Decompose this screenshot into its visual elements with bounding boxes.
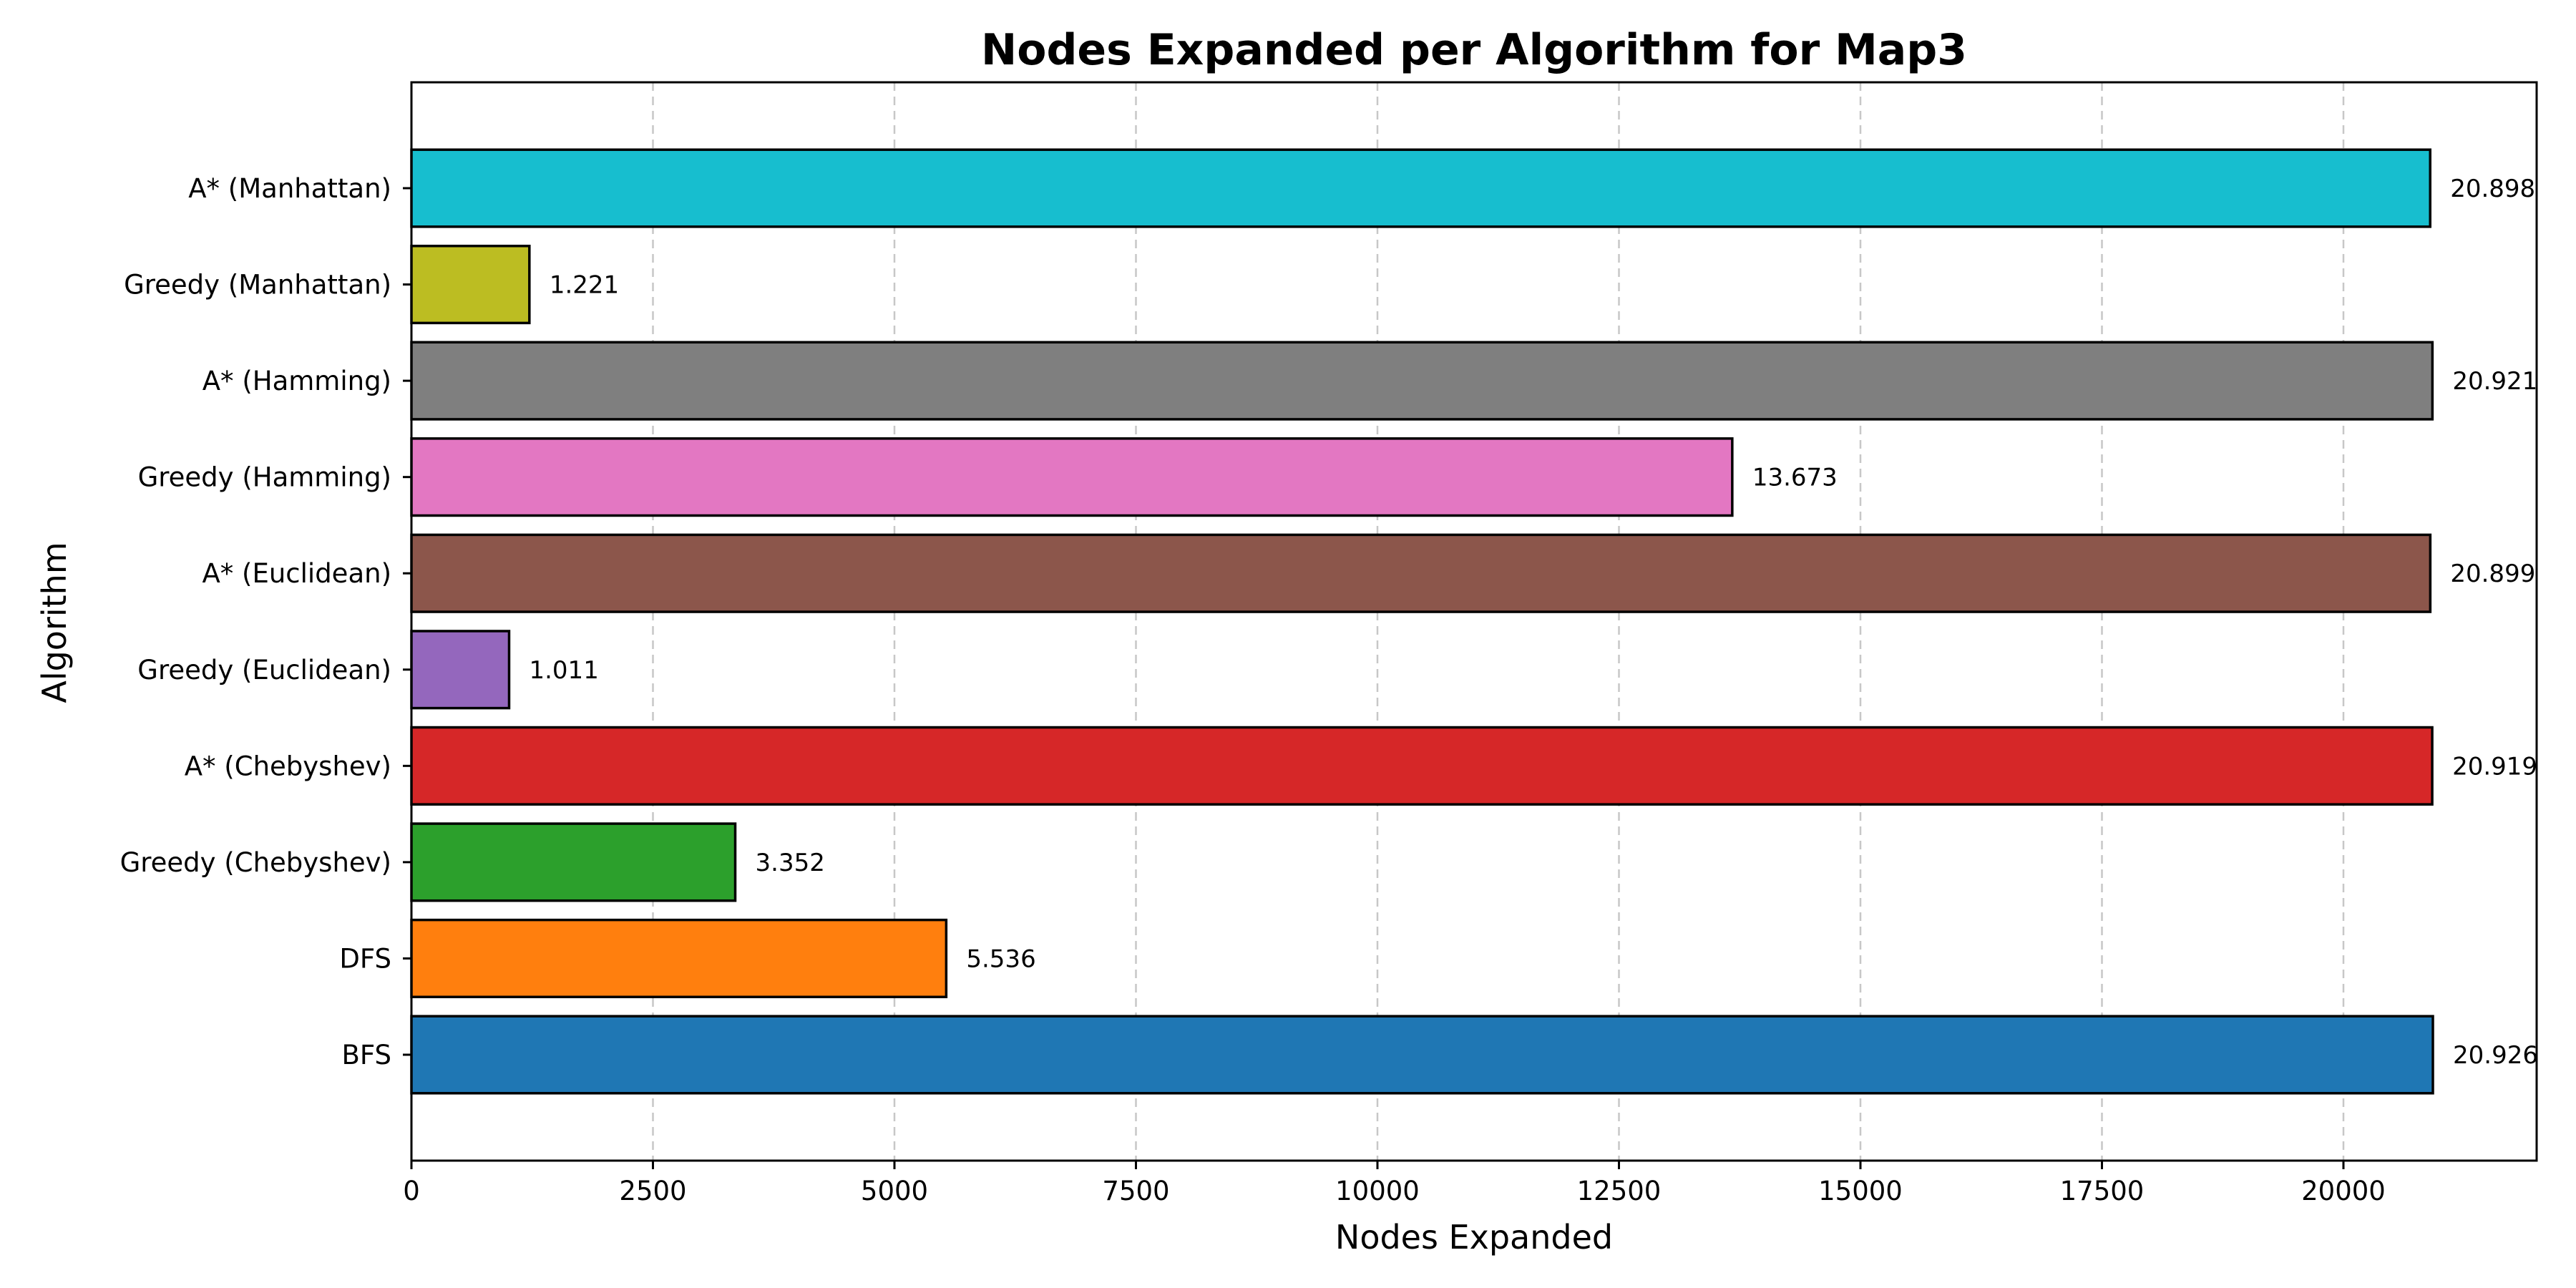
x-tick-label: 10000 bbox=[1335, 1176, 1420, 1206]
y-tick-label: Greedy (Euclidean) bbox=[137, 655, 391, 686]
data-label: 13.673 bbox=[1752, 464, 1838, 492]
y-tick-label: A* (Hamming) bbox=[203, 366, 391, 396]
y-tick-label: Greedy (Hamming) bbox=[138, 462, 391, 493]
y-tick-label: A* (Euclidean) bbox=[202, 558, 391, 589]
x-tick-label: 12500 bbox=[1577, 1176, 1662, 1206]
chart-title: Nodes Expanded per Algorithm for Map3 bbox=[981, 25, 1967, 75]
bar bbox=[410, 244, 531, 325]
bar bbox=[410, 148, 2431, 228]
bar bbox=[410, 726, 2434, 806]
data-label: 20.919 bbox=[2452, 752, 2537, 781]
y-axis-label: Algorithm bbox=[35, 542, 74, 703]
x-axis-ticks: 0 2500 5000 7500 10000 12500 15000 17500 20000 bbox=[403, 1161, 2386, 1206]
bar bbox=[410, 918, 948, 999]
grid-lines bbox=[410, 82, 2345, 1161]
bars bbox=[410, 148, 2434, 1095]
bar bbox=[410, 437, 1734, 517]
data-label: 1.221 bbox=[550, 271, 619, 300]
y-tick-label: A* (Manhattan) bbox=[188, 173, 391, 204]
x-tick-label: 7500 bbox=[1102, 1176, 1169, 1206]
x-tick-label: 17500 bbox=[2060, 1176, 2145, 1206]
data-label: 5.536 bbox=[966, 945, 1035, 973]
bar bbox=[410, 630, 511, 710]
y-tick-label: Greedy (Chebyshev) bbox=[120, 847, 391, 878]
data-label: 20.921 bbox=[2452, 367, 2537, 396]
value-labels: 20.926 5.536 3.352 20.919 1.011 20.899 13.673 2… bbox=[529, 175, 2537, 1070]
data-label: 20.899 bbox=[2450, 560, 2535, 588]
data-label: 1.011 bbox=[529, 656, 598, 685]
x-tick-label: 2500 bbox=[619, 1176, 686, 1206]
x-tick-label: 20000 bbox=[2301, 1176, 2386, 1206]
bar bbox=[410, 822, 737, 902]
data-label: 20.926 bbox=[2453, 1041, 2538, 1070]
y-tick-label: A* (Chebyshev) bbox=[185, 751, 391, 781]
y-tick-label: DFS bbox=[339, 943, 391, 974]
axes-frame bbox=[410, 81, 2538, 1162]
y-axis-ticks: BFS DFS Greedy (Chebyshev) A* (Chebyshev) Gr… bbox=[120, 173, 411, 1070]
x-tick-label: 5000 bbox=[861, 1176, 928, 1206]
x-tick-label: 0 bbox=[403, 1176, 420, 1206]
y-tick-label: BFS bbox=[341, 1040, 391, 1070]
data-label: 3.352 bbox=[756, 849, 825, 877]
data-label: 20.898 bbox=[2450, 175, 2535, 203]
y-tick-label: Greedy (Manhattan) bbox=[124, 270, 391, 301]
bar bbox=[410, 1015, 2434, 1095]
x-axis-label: Nodes Expanded bbox=[1335, 1218, 1613, 1257]
bar bbox=[410, 341, 2434, 421]
x-tick-label: 15000 bbox=[1818, 1176, 1903, 1206]
bar bbox=[410, 533, 2432, 613]
